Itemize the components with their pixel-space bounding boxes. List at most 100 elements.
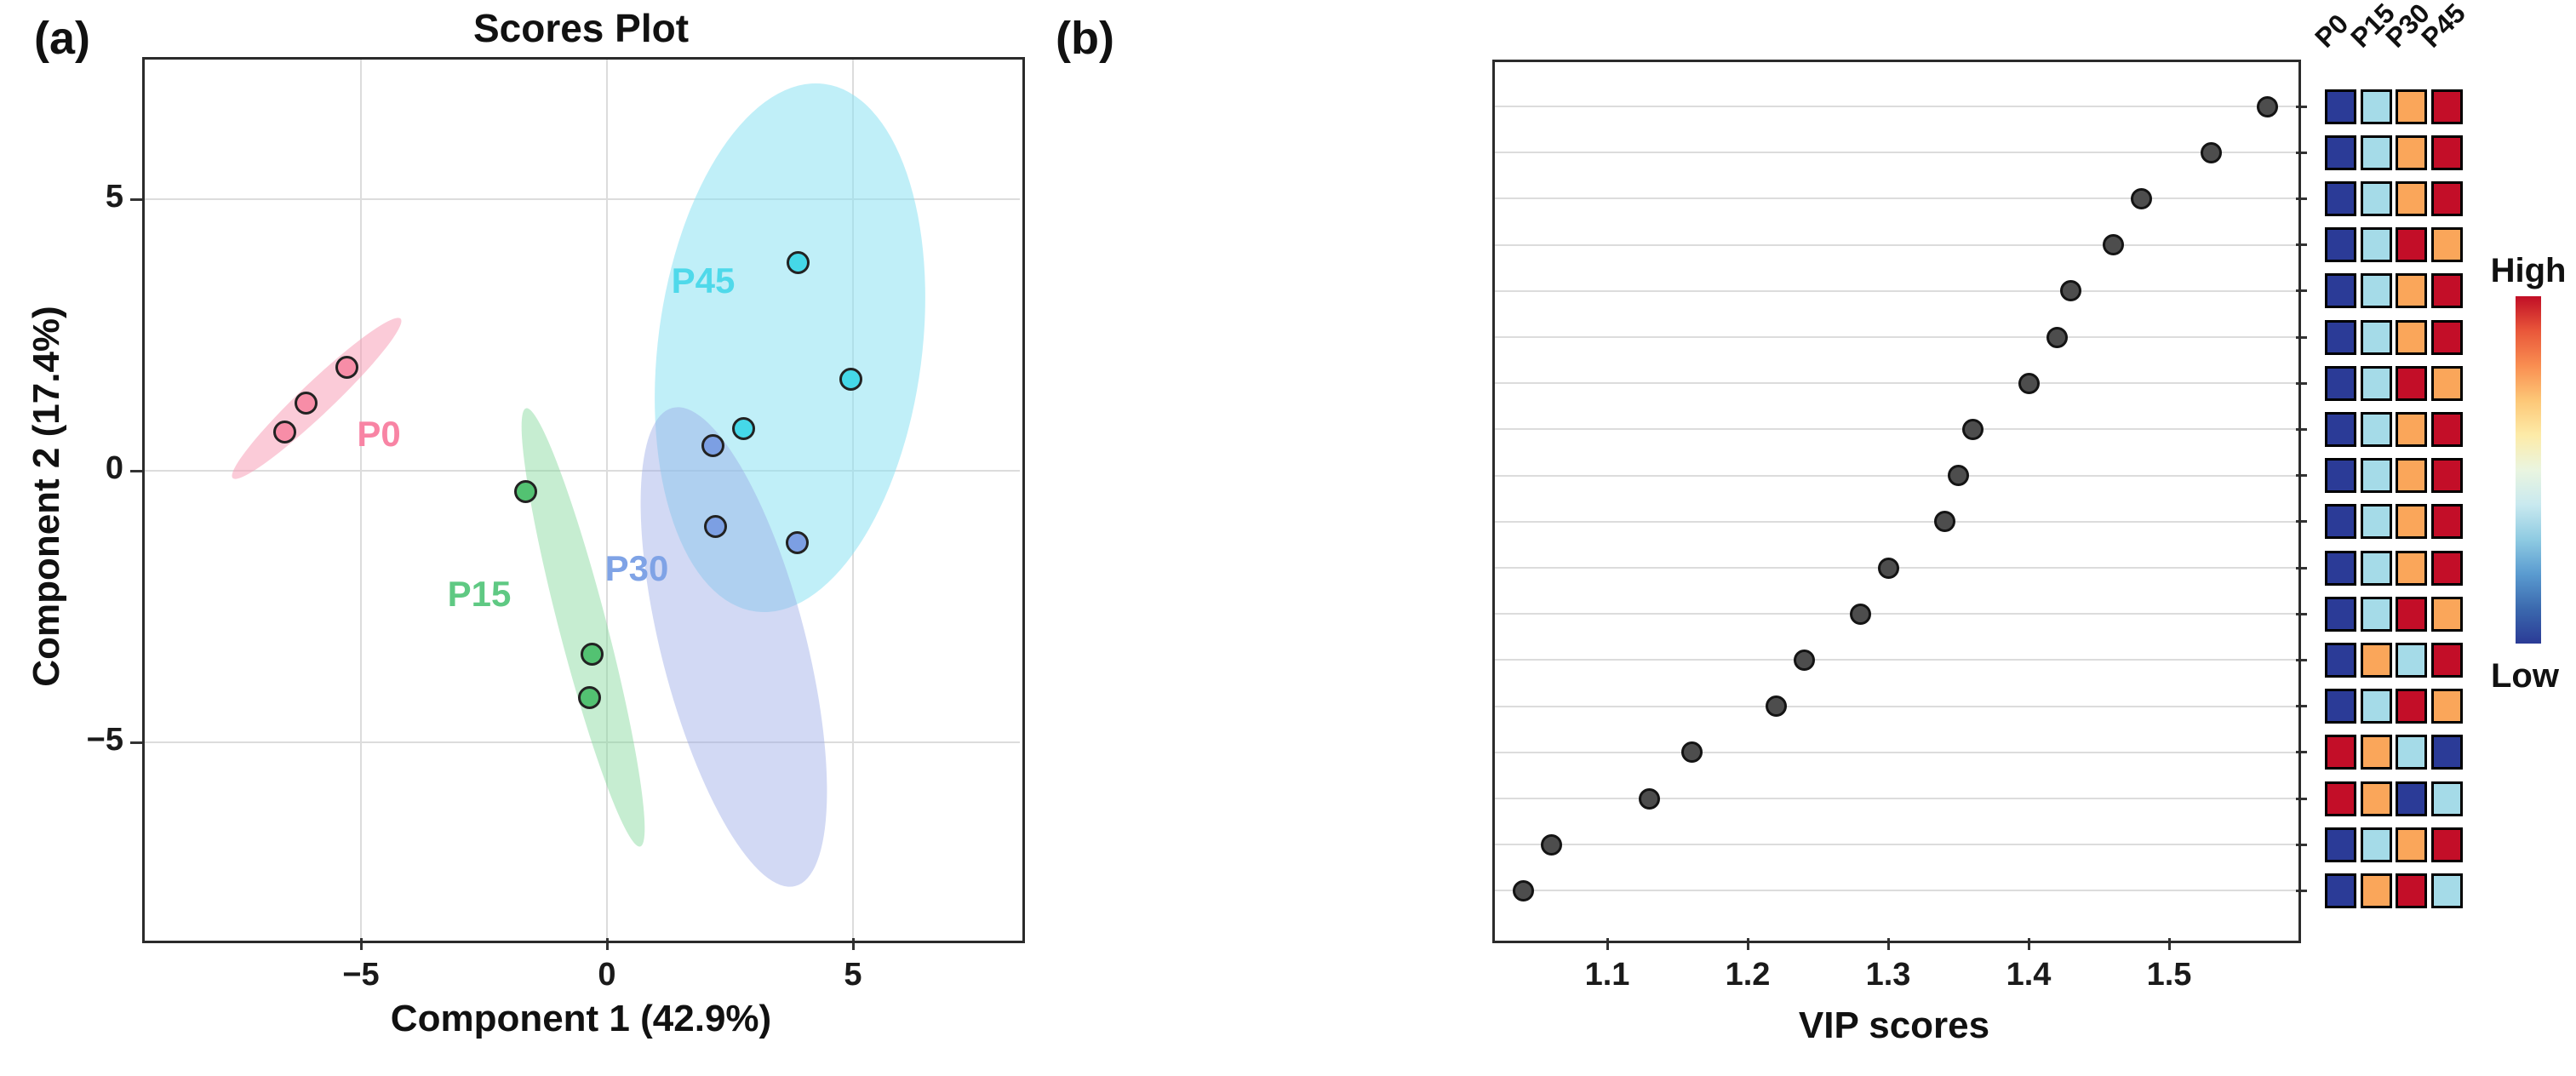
vip-score-dot[interactable]	[1933, 511, 1955, 533]
heatmap-cell-p15[interactable]	[2360, 781, 2392, 816]
heatmap-cell-p0[interactable]	[2324, 781, 2356, 816]
heatmap-cell-p15[interactable]	[2360, 458, 2392, 494]
heatmap-cell-p15[interactable]	[2360, 180, 2392, 216]
heatmap-cell-p30[interactable]	[2395, 134, 2427, 170]
sample-point-p0[interactable]	[295, 391, 318, 415]
heatmap-cell-p15[interactable]	[2360, 227, 2392, 263]
vip-score-dot[interactable]	[2257, 95, 2278, 117]
vip-score-dot[interactable]	[2060, 280, 2081, 302]
sample-point-p45[interactable]	[787, 250, 810, 274]
heatmap-cell-p15[interactable]	[2360, 550, 2392, 586]
heatmap-cell-p45[interactable]	[2430, 735, 2463, 770]
heatmap-cell-p0[interactable]	[2324, 642, 2356, 678]
heatmap-cell-p15[interactable]	[2360, 89, 2392, 124]
heatmap-cell-p0[interactable]	[2324, 319, 2356, 355]
heatmap-cell-p45[interactable]	[2430, 689, 2463, 724]
heatmap-cell-p45[interactable]	[2430, 273, 2463, 309]
heatmap-cell-p45[interactable]	[2430, 827, 2463, 862]
heatmap-cell-p0[interactable]	[2324, 550, 2356, 586]
heatmap-cell-p30[interactable]	[2395, 873, 2427, 908]
heatmap-cell-p15[interactable]	[2360, 365, 2392, 401]
sample-point-p15[interactable]	[577, 686, 601, 710]
sample-point-p45[interactable]	[839, 368, 862, 392]
sample-point-p30[interactable]	[703, 515, 727, 539]
heatmap-cell-p0[interactable]	[2324, 458, 2356, 494]
heatmap-cell-p45[interactable]	[2430, 873, 2463, 908]
heatmap-cell-p30[interactable]	[2395, 735, 2427, 770]
heatmap-cell-p0[interactable]	[2324, 180, 2356, 216]
heatmap-cell-p45[interactable]	[2430, 227, 2463, 263]
heatmap-cell-p15[interactable]	[2360, 134, 2392, 170]
vip-score-dot[interactable]	[1877, 557, 1899, 579]
heatmap-cell-p45[interactable]	[2430, 504, 2463, 540]
vip-score-dot[interactable]	[1639, 787, 1660, 810]
heatmap-cell-p45[interactable]	[2430, 596, 2463, 632]
heatmap-cell-p45[interactable]	[2430, 180, 2463, 216]
heatmap-cell-p30[interactable]	[2395, 689, 2427, 724]
heatmap-cell-p15[interactable]	[2360, 596, 2392, 632]
heatmap-cell-p0[interactable]	[2324, 89, 2356, 124]
heatmap-cell-p30[interactable]	[2395, 642, 2427, 678]
heatmap-cell-p45[interactable]	[2430, 89, 2463, 124]
heatmap-cell-p30[interactable]	[2395, 411, 2427, 447]
heatmap-cell-p30[interactable]	[2395, 89, 2427, 124]
heatmap-cell-p0[interactable]	[2324, 134, 2356, 170]
heatmap-cell-p0[interactable]	[2324, 365, 2356, 401]
vip-score-dot[interactable]	[1680, 741, 1703, 764]
vip-score-dot[interactable]	[1948, 465, 1969, 487]
vip-score-dot[interactable]	[1793, 649, 1815, 671]
heatmap-cell-p45[interactable]	[2430, 781, 2463, 816]
heatmap-cell-p30[interactable]	[2395, 550, 2427, 586]
heatmap-cell-p45[interactable]	[2430, 134, 2463, 170]
heatmap-cell-p30[interactable]	[2395, 227, 2427, 263]
heatmap-cell-p15[interactable]	[2360, 873, 2392, 908]
sample-point-p0[interactable]	[273, 421, 297, 444]
sample-point-p15[interactable]	[513, 480, 537, 504]
heatmap-cell-p0[interactable]	[2324, 827, 2356, 862]
heatmap-cell-p45[interactable]	[2430, 365, 2463, 401]
heatmap-cell-p15[interactable]	[2360, 504, 2392, 540]
heatmap-cell-p15[interactable]	[2360, 319, 2392, 355]
heatmap-cell-p0[interactable]	[2324, 873, 2356, 908]
heatmap-cell-p30[interactable]	[2395, 781, 2427, 816]
heatmap-cell-p15[interactable]	[2360, 689, 2392, 724]
heatmap-cell-p15[interactable]	[2360, 827, 2392, 862]
sample-point-p15[interactable]	[580, 642, 604, 666]
sample-point-p45[interactable]	[731, 417, 755, 441]
heatmap-cell-p0[interactable]	[2324, 735, 2356, 770]
vip-score-dot[interactable]	[2130, 187, 2152, 209]
heatmap-cell-p45[interactable]	[2430, 642, 2463, 678]
vip-score-dot[interactable]	[1961, 418, 1984, 440]
heatmap-cell-p30[interactable]	[2395, 458, 2427, 494]
heatmap-cell-p30[interactable]	[2395, 365, 2427, 401]
vip-score-dot[interactable]	[2046, 326, 2068, 348]
vip-score-dot[interactable]	[2201, 141, 2222, 163]
vip-score-dot[interactable]	[1765, 695, 1787, 718]
vip-score-dot[interactable]	[1849, 603, 1871, 625]
vip-score-dot[interactable]	[1512, 879, 1534, 901]
heatmap-cell-p15[interactable]	[2360, 273, 2392, 309]
heatmap-cell-p0[interactable]	[2324, 411, 2356, 447]
heatmap-cell-p45[interactable]	[2430, 411, 2463, 447]
heatmap-cell-p30[interactable]	[2395, 273, 2427, 309]
heatmap-cell-p30[interactable]	[2395, 180, 2427, 216]
heatmap-cell-p0[interactable]	[2324, 504, 2356, 540]
heatmap-cell-p15[interactable]	[2360, 411, 2392, 447]
sample-point-p0[interactable]	[335, 356, 359, 380]
sample-point-p30[interactable]	[701, 433, 724, 457]
sample-point-p30[interactable]	[785, 530, 809, 554]
heatmap-cell-p0[interactable]	[2324, 596, 2356, 632]
heatmap-cell-p0[interactable]	[2324, 689, 2356, 724]
heatmap-cell-p15[interactable]	[2360, 642, 2392, 678]
heatmap-cell-p30[interactable]	[2395, 319, 2427, 355]
heatmap-cell-p0[interactable]	[2324, 227, 2356, 263]
heatmap-cell-p30[interactable]	[2395, 596, 2427, 632]
heatmap-cell-p45[interactable]	[2430, 550, 2463, 586]
vip-score-dot[interactable]	[1540, 833, 1562, 856]
vip-score-dot[interactable]	[2018, 372, 2040, 394]
heatmap-cell-p30[interactable]	[2395, 827, 2427, 862]
vip-score-dot[interactable]	[2102, 234, 2124, 256]
heatmap-cell-p30[interactable]	[2395, 504, 2427, 540]
heatmap-cell-p45[interactable]	[2430, 319, 2463, 355]
heatmap-cell-p0[interactable]	[2324, 273, 2356, 309]
